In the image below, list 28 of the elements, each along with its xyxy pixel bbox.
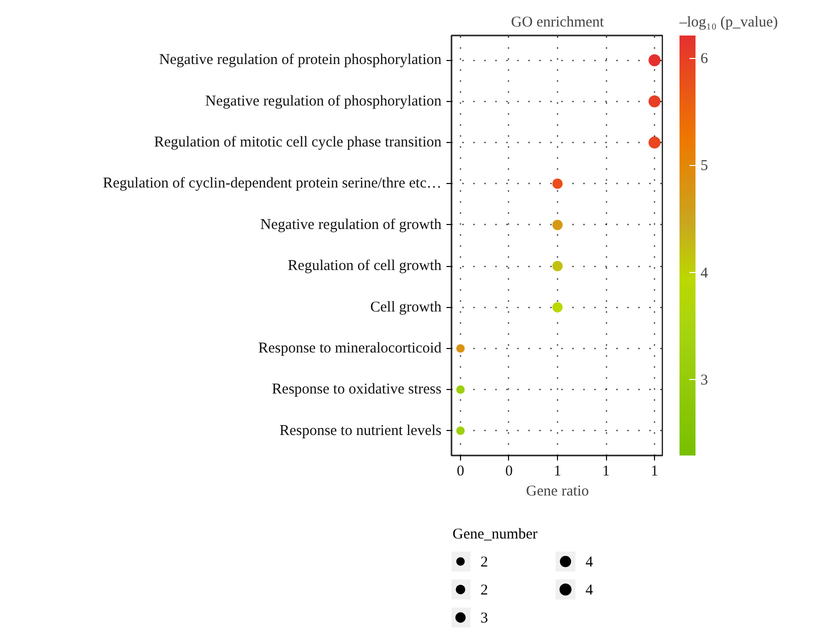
color-bar-label: 5 (700, 158, 708, 174)
legend-label: 4 (586, 554, 594, 570)
x-tick-label: 1 (554, 464, 562, 480)
y-tick-label: Regulation of cyclin-dependent protein serine/thre etc… (102, 176, 442, 192)
color-bar-label: 6 (700, 51, 708, 67)
y-tick-label: Regulation of mitotic cell cycle phase transition (154, 134, 442, 151)
legend-label: 4 (586, 582, 594, 598)
legend-label: 2 (480, 554, 488, 570)
legend-label: 2 (480, 582, 488, 598)
y-tick-label: Negative regulation of growth (260, 216, 442, 233)
y-tick-label: Cell growth (370, 299, 442, 316)
y-tick-label: Negative regulation of protein phosphorylation (159, 52, 442, 68)
x-axis-title: Gene ratio (526, 484, 589, 500)
x-tick-label: 0 (505, 464, 513, 480)
color-bar-title: –log₁₀ (p_value) (678, 14, 778, 30)
y-tick-label: Regulation of cell growth (288, 258, 442, 274)
y-tick-label: Response to nutrient levels (279, 422, 442, 439)
y-tick-label: Negative regulation of phosphorylation (205, 93, 442, 110)
legend-label: 3 (480, 610, 488, 626)
color-bar-label: 4 (700, 265, 708, 282)
x-tick-label: 1 (650, 464, 658, 480)
x-tick-label: 1 (602, 464, 610, 480)
color-bar-label: 3 (700, 372, 708, 388)
y-tick-label: Response to mineralocorticoid (258, 340, 442, 356)
x-tick-label: 0 (456, 464, 464, 480)
chart-title: GO enrichment (511, 14, 605, 30)
legend-title: Gene_number (452, 526, 538, 542)
y-tick-label: Response to oxidative stress (272, 382, 442, 398)
